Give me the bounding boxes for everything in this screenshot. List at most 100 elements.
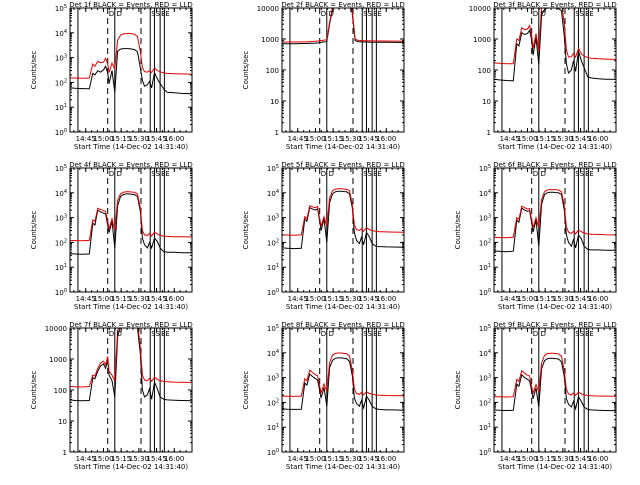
- plot-frame: [493, 7, 617, 133]
- marker-label-e: E: [161, 10, 165, 18]
- marker-label-s: S: [575, 170, 580, 178]
- x-tick-label: 16:00: [164, 135, 184, 143]
- plot-frame: [281, 167, 405, 293]
- y-tick-label: 102: [55, 78, 67, 87]
- y-tick-label: 100: [55, 128, 67, 137]
- y-tick-label: 102: [479, 238, 491, 247]
- panel-title: Det 2f BLACK = Events, RED = LLD: [281, 1, 404, 9]
- x-tick-label: 16:00: [588, 455, 608, 463]
- y-tick-label: 10000: [45, 325, 67, 333]
- y-tick-label: 1000: [49, 356, 67, 364]
- x-tick-label: 15:00: [305, 295, 325, 303]
- y-tick-label: 10: [58, 418, 67, 426]
- y-tick-label: 103: [479, 214, 491, 223]
- plot-data: [494, 8, 616, 82]
- marker-label-e: E: [585, 170, 589, 178]
- marker-label-s: S: [579, 10, 584, 18]
- y-tick-label: 100: [479, 448, 491, 457]
- panel-det-7: 1 10 100 1000 10000 14:4515:0015:1515:3015:45…: [30, 321, 193, 471]
- x-tick-label: 15:00: [517, 295, 537, 303]
- y-tick-label: 105: [55, 164, 67, 173]
- y-tick-label: 104: [55, 29, 67, 38]
- x-tick-label: 15:00: [93, 135, 113, 143]
- marker-label-e: E: [373, 330, 377, 338]
- x-tick-label: 15:15: [323, 455, 343, 463]
- x-tick-label: 16:00: [164, 455, 184, 463]
- x-tick-label: 15:00: [93, 455, 113, 463]
- marker-label-s: S: [151, 10, 156, 18]
- panel-title: Det 8f BLACK = Events, RED = LLD: [281, 321, 404, 329]
- y-tick-label: 104: [267, 349, 279, 358]
- plot-frame: [281, 327, 405, 453]
- y-tick-label: 105: [267, 164, 279, 173]
- x-axis-label: Start Time (14-Dec-02 14:31:40): [286, 303, 400, 311]
- panel-title: Det 6f BLACK = Events, RED = LLD: [493, 161, 616, 169]
- panel-det-2: 1 10 100 1000 10000 14:4515:0015:1515:3015:45…: [242, 1, 405, 151]
- plot-data: [70, 191, 192, 255]
- y-tick-label: 104: [55, 189, 67, 198]
- y-tick-label: 102: [267, 398, 279, 407]
- x-tick-label: 15:45: [570, 295, 590, 303]
- x-tick-label: 15:30: [129, 455, 149, 463]
- x-tick-label: 14:45: [500, 455, 520, 463]
- y-tick-label: 101: [479, 423, 491, 432]
- plot-data: [282, 188, 404, 250]
- plot-data: [282, 8, 404, 45]
- panel-det-6: 100 101 102 103 104 105 14:4515:0015:1515:3015…: [454, 161, 617, 311]
- x-tick-label: 15:30: [553, 295, 573, 303]
- marker-label-e: E: [589, 170, 593, 178]
- x-tick-label: 15:15: [323, 135, 343, 143]
- marker-label-d: D: [109, 330, 114, 338]
- panel-det-9: 100 101 102 103 104 105 14:4515:0015:1515:3015…: [454, 321, 617, 471]
- x-tick-label: 15:15: [535, 135, 555, 143]
- y-axis-label: Counts/sec: [30, 371, 38, 410]
- plot-data: [70, 32, 192, 95]
- plot-frame: [69, 167, 193, 293]
- marker-label-s: S: [367, 10, 372, 18]
- marker-label-s: S: [151, 170, 156, 178]
- x-tick-label: 14:45: [288, 295, 308, 303]
- events-series-line: [282, 190, 404, 250]
- panel-det-1: 100 101 102 103 104 105 14:4515:0015:1515:3015…: [30, 1, 193, 151]
- events-series-line: [70, 48, 192, 95]
- marker-label-d: D: [109, 170, 114, 178]
- x-tick-label: 15:45: [146, 295, 166, 303]
- y-tick-label: 103: [55, 214, 67, 223]
- plot-frame: [69, 327, 193, 453]
- marker-label-d: D: [540, 330, 545, 338]
- marker-label-s: S: [367, 330, 372, 338]
- panel-title: Det 4f BLACK = Events, RED = LLD: [69, 161, 192, 169]
- y-axis-label: Counts/sec: [242, 211, 250, 250]
- plot-data: [494, 352, 616, 412]
- y-tick-label: 101: [479, 263, 491, 272]
- y-tick-label: 101: [55, 103, 67, 112]
- lld-series-line: [494, 189, 616, 239]
- marker-label-e: E: [165, 170, 169, 178]
- marker-label-d: D: [321, 330, 326, 338]
- y-tick-label: 100: [479, 288, 491, 297]
- y-tick-label: 104: [479, 349, 491, 358]
- y-axis-label: Counts/sec: [30, 211, 38, 250]
- y-tick-label: 10: [482, 98, 491, 106]
- plot-data: [70, 328, 192, 402]
- y-tick-label: 102: [55, 238, 67, 247]
- x-tick-label: 15:00: [305, 135, 325, 143]
- marker-label-e: E: [377, 10, 381, 18]
- x-axis-label: Start Time (14-Dec-02 14:31:40): [498, 143, 612, 151]
- x-tick-label: 15:30: [341, 455, 361, 463]
- lld-series-line: [494, 352, 616, 398]
- panel-det-8: 100 101 102 103 104 105 14:4515:0015:1515:3015…: [242, 321, 405, 471]
- y-axis-label: Counts/sec: [242, 371, 250, 410]
- events-series-line: [70, 328, 192, 402]
- y-tick-label: 102: [267, 238, 279, 247]
- y-tick-label: 105: [267, 324, 279, 333]
- marker-label-d: D: [109, 10, 114, 18]
- y-tick-label: 104: [479, 189, 491, 198]
- x-tick-label: 14:45: [288, 455, 308, 463]
- events-series-line: [282, 357, 404, 411]
- panel-title: Det 5f BLACK = Events, RED = LLD: [281, 161, 404, 169]
- y-tick-label: 100: [54, 387, 67, 395]
- events-series-line: [282, 8, 404, 45]
